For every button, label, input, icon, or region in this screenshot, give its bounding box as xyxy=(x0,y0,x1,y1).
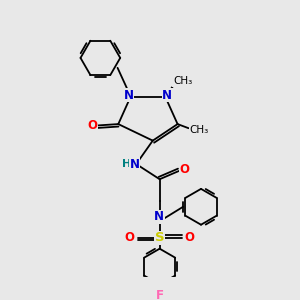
Text: H: H xyxy=(122,159,131,169)
Text: N: N xyxy=(124,88,134,102)
Text: CH₃: CH₃ xyxy=(173,76,192,86)
Text: F: F xyxy=(156,289,164,300)
Text: N: N xyxy=(130,158,140,171)
Text: N: N xyxy=(162,88,172,102)
Text: O: O xyxy=(184,231,194,244)
Text: O: O xyxy=(125,231,135,244)
Text: N: N xyxy=(154,211,164,224)
Text: O: O xyxy=(87,119,97,132)
Text: S: S xyxy=(155,231,164,244)
Text: O: O xyxy=(179,163,190,176)
Text: CH₃: CH₃ xyxy=(189,124,208,135)
